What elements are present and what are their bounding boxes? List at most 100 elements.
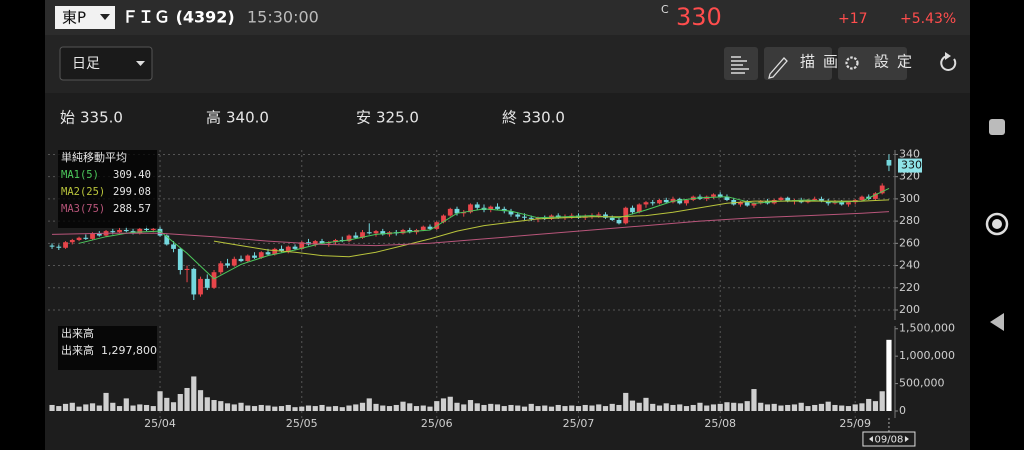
cursor-label: 09/08 [875, 435, 904, 446]
y-tick-label: 260 [899, 236, 920, 249]
refresh-arrow [945, 52, 951, 60]
candle-body [785, 197, 791, 202]
volume-bar [852, 404, 858, 411]
legend-name: MA1(5) [61, 169, 99, 181]
y-tick-label: 1,000,000 [899, 349, 955, 362]
candle-body [171, 244, 176, 249]
candle-body [663, 200, 669, 203]
volume-bar [501, 406, 507, 411]
candle-body [333, 240, 338, 243]
candle-body [738, 202, 743, 205]
volume-bar [386, 406, 393, 411]
volume-value: 1,297,800 [101, 344, 157, 357]
nav-home[interactable] [985, 212, 1009, 236]
volume-bar [582, 404, 588, 411]
x-tick-label: 25/07 [563, 417, 595, 430]
x-tick-label: 25/05 [286, 417, 318, 430]
candle-body [265, 252, 271, 255]
candle-body [731, 200, 737, 205]
candle-body [468, 204, 473, 213]
volume-bar [724, 402, 730, 411]
legend-value: 299.08 [113, 186, 151, 198]
volume-bar [69, 402, 75, 411]
refresh-icon[interactable] [940, 55, 957, 71]
y-tick-label: 240 [899, 259, 920, 272]
candle-body [96, 233, 102, 236]
candle-body [49, 245, 55, 247]
candle-body [420, 226, 426, 230]
volume-bar [177, 394, 183, 411]
candle-body [657, 200, 662, 204]
volume-bar [346, 405, 352, 411]
candle-body [650, 202, 656, 204]
nav-back[interactable] [990, 313, 1004, 331]
volume-bar [508, 404, 514, 411]
indicator-icon [731, 56, 749, 74]
candle-body [758, 201, 764, 204]
volume-bar [771, 403, 777, 411]
dropdown-arrow [100, 14, 110, 20]
volume-bar [373, 403, 379, 411]
volume-bar [535, 406, 541, 411]
draw-button[interactable] [764, 47, 832, 80]
volume-bar [717, 403, 723, 411]
settings-button[interactable] [838, 47, 907, 80]
legend-value: 288.57 [113, 203, 151, 215]
candle-body [427, 226, 433, 229]
period-select[interactable] [59, 46, 153, 81]
y-tick-label: 1,500,000 [899, 322, 955, 335]
ohlc-label: 始 [60, 109, 75, 127]
volume-bar [710, 404, 717, 411]
candle-body [225, 263, 230, 266]
pencil-icon [768, 57, 788, 79]
volume-bar [164, 397, 170, 411]
volume-bar [393, 404, 399, 411]
legend-box [58, 150, 157, 228]
candle-body [204, 278, 210, 288]
ohlc-value: 330.0 [522, 109, 565, 127]
volume-bar [751, 389, 757, 411]
volume-bar [110, 402, 116, 411]
volume-bar [683, 406, 690, 411]
volume-bar [407, 403, 413, 411]
candle-body [609, 217, 615, 220]
close-mark: C [661, 3, 669, 16]
volume-bar [434, 401, 440, 411]
candle-body [859, 196, 865, 200]
volume-bar [56, 406, 62, 411]
volume-bar [137, 404, 143, 411]
volume-bar [170, 402, 177, 411]
volume-bar [616, 404, 622, 411]
volume-bar [629, 400, 636, 411]
candle-body [184, 268, 190, 270]
candle-body [670, 198, 676, 203]
candle-body [495, 206, 500, 209]
candle-body [873, 193, 878, 199]
price-tag-label: 330 [901, 159, 922, 172]
volume-bar [791, 404, 798, 411]
nav-recent[interactable] [989, 119, 1005, 135]
candle-body [144, 228, 149, 230]
volume-bar [157, 391, 163, 411]
volume-bar [670, 404, 676, 411]
volume-bar [737, 403, 744, 411]
time: 15:30:00 [247, 8, 319, 27]
candle-body [69, 240, 75, 243]
volume-bar [555, 404, 561, 411]
ma-line [51, 211, 890, 247]
volume-title: 出来高 [61, 326, 94, 340]
volume-bar [866, 398, 872, 411]
market-select[interactable] [55, 6, 115, 29]
volume-bar [575, 406, 582, 411]
candle-body [157, 228, 163, 236]
volume-bar [494, 404, 501, 411]
cursor-arrow [868, 436, 909, 442]
candle-body [90, 233, 95, 239]
price-tag [898, 158, 922, 173]
volume-bar [218, 401, 224, 411]
indicator-button[interactable] [724, 47, 758, 80]
volume-bar [400, 401, 406, 411]
volume-bar [191, 376, 197, 411]
volume-bar [764, 404, 771, 411]
change-percent: +5.43% [900, 11, 956, 27]
